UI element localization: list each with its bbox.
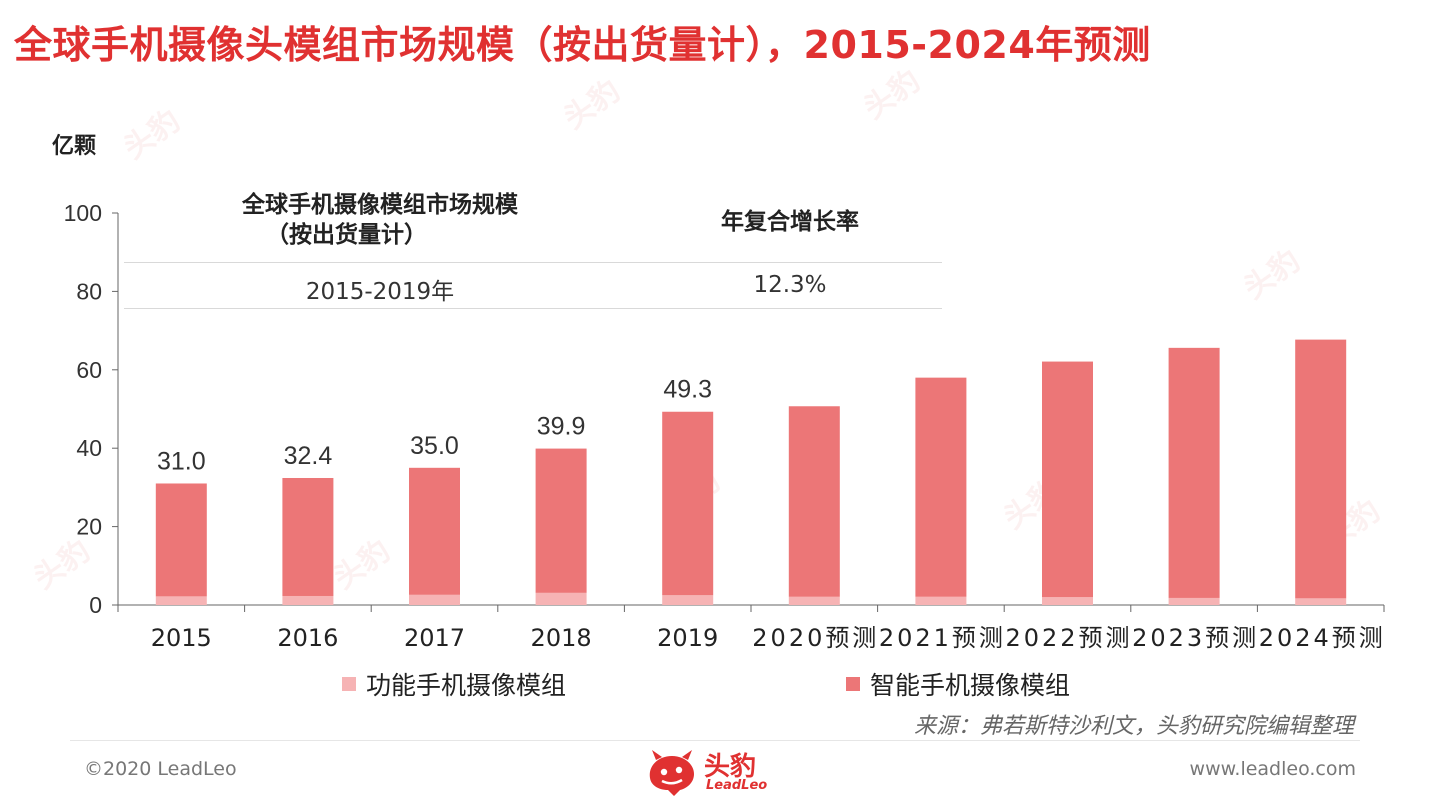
bar-smart-phone bbox=[282, 477, 334, 596]
bar-data-label: 32.4 bbox=[284, 442, 333, 470]
leopard-logo-icon bbox=[649, 750, 694, 796]
bar-data-label: 39.9 bbox=[537, 413, 586, 441]
x-tick-label: 2019 bbox=[657, 624, 718, 652]
inset-col1-header-line1: 全球手机摄像模组市场规模 bbox=[242, 192, 518, 218]
x-tick-label: 2024预测 bbox=[1259, 624, 1383, 652]
bar-feature-phone bbox=[915, 596, 967, 605]
inset-col1-value: 2015-2019年 bbox=[305, 279, 455, 305]
chart-legend: 功能手机摄像模组 智能手机摄像模组 bbox=[0, 666, 1430, 702]
x-tick-label: 2021预测 bbox=[879, 624, 1003, 652]
y-tick-label: 0 bbox=[89, 592, 102, 618]
inset-col2-header: 年复合增长率 bbox=[721, 209, 859, 235]
bar-smart-phone bbox=[788, 406, 840, 597]
bar-feature-phone bbox=[155, 596, 207, 605]
bar-feature-phone bbox=[1295, 598, 1347, 605]
y-tick-label: 60 bbox=[76, 357, 102, 383]
bar-smart-phone bbox=[915, 377, 967, 597]
inset-col1-header-line2: （按出货量计） bbox=[266, 222, 427, 248]
brand-logo: 头豹 LeadLeo bbox=[644, 746, 786, 800]
y-tick-label: 20 bbox=[76, 514, 102, 540]
bar-feature-phone bbox=[788, 596, 840, 605]
bar-data-label: 49.3 bbox=[663, 376, 712, 404]
bar-feature-phone bbox=[282, 595, 334, 605]
bar-smart-phone bbox=[155, 483, 207, 597]
x-tick-label: 2023预测 bbox=[1132, 624, 1256, 652]
bar-smart-phone bbox=[1295, 339, 1347, 599]
x-tick-label: 2022预测 bbox=[1006, 624, 1130, 652]
bar-feature-phone bbox=[1042, 597, 1093, 605]
y-tick-label: 80 bbox=[76, 278, 102, 304]
inset-divider-bottom bbox=[124, 308, 942, 309]
y-axis-unit-label: 亿颗 bbox=[52, 134, 97, 159]
legend-item-smart-phone: 智能手机摄像模组 bbox=[846, 666, 1070, 702]
x-tick-label: 2020预测 bbox=[752, 624, 876, 652]
website-link[interactable]: www.leadleo.com bbox=[1189, 758, 1356, 780]
inset-divider-top bbox=[124, 262, 942, 263]
x-tick-label: 2015 bbox=[151, 624, 212, 652]
x-tick-label: 2017 bbox=[404, 624, 465, 652]
y-tick-label: 100 bbox=[64, 200, 102, 226]
footer-divider bbox=[70, 740, 1360, 741]
bar-smart-phone bbox=[1042, 361, 1093, 598]
page-title: 全球手机摄像头模组市场规模（按出货量计），2015-2024年预测 bbox=[14, 23, 1151, 67]
brand-name: 头豹 bbox=[704, 752, 757, 782]
bar-smart-phone bbox=[535, 448, 587, 593]
bar-smart-phone bbox=[1168, 347, 1220, 598]
bar-feature-phone bbox=[1168, 597, 1220, 605]
bar-smart-phone bbox=[409, 467, 460, 595]
bar-feature-phone bbox=[662, 595, 714, 605]
y-tick-label: 40 bbox=[76, 435, 102, 461]
brand-subtitle: LeadLeo bbox=[706, 778, 768, 793]
x-tick-label: 2018 bbox=[531, 624, 592, 652]
legend-swatch-feature bbox=[342, 677, 356, 691]
legend-item-feature-phone: 功能手机摄像模组 bbox=[342, 666, 566, 702]
inset-col2-value: 12.3% bbox=[753, 272, 827, 298]
bar-data-label: 35.0 bbox=[410, 432, 459, 460]
inset-col1-header: 全球手机摄像模组市场规模 （按出货量计） bbox=[180, 190, 580, 250]
bar-data-label: 31.0 bbox=[157, 447, 206, 475]
bar-smart-phone bbox=[662, 411, 714, 596]
bar-feature-phone bbox=[535, 592, 587, 605]
bar-feature-phone bbox=[409, 594, 460, 605]
legend-label-feature: 功能手机摄像模组 bbox=[366, 671, 567, 700]
stacked-bar-chart: 0 20 40 60 80 100 31.0 2015 32.4 2016 35.0 2017 39.9… bbox=[64, 200, 1385, 652]
legend-swatch-smart bbox=[846, 677, 860, 691]
copyright-text: ©2020 LeadLeo bbox=[84, 758, 237, 780]
x-tick-label: 2016 bbox=[277, 624, 338, 652]
legend-label-smart: 智能手机摄像模组 bbox=[870, 671, 1071, 700]
source-note: 来源：弗若斯特沙利文，头豹研究院编辑整理 bbox=[913, 714, 1354, 739]
